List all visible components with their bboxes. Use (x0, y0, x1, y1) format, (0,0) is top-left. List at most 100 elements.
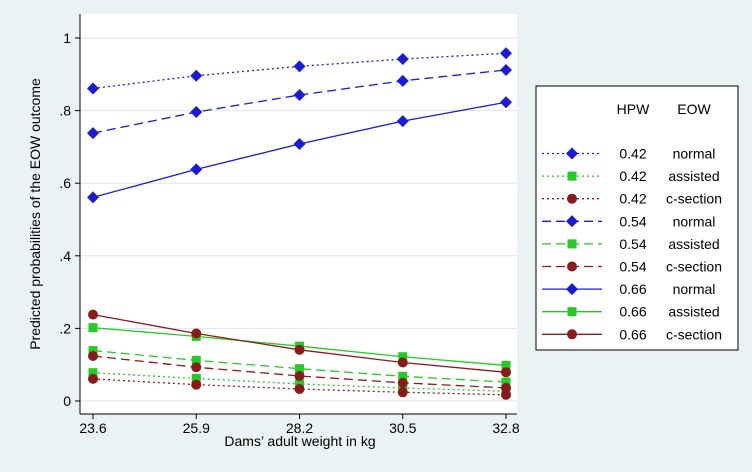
legend-marker (567, 171, 577, 181)
x-tick-label: 30.5 (389, 420, 416, 436)
y-tick-label: .8 (59, 103, 71, 119)
data-point (190, 106, 203, 119)
data-point (295, 364, 304, 374)
legend-hpw-label: 0.42 (619, 191, 646, 207)
axes (79, 14, 517, 415)
y-tick-label: .2 (59, 320, 71, 336)
legend-hpw-label: 0.66 (619, 281, 646, 297)
data-point (501, 360, 511, 370)
data-point (501, 389, 511, 400)
legend-hpw-label: 0.54 (619, 259, 646, 275)
data-point (190, 163, 203, 176)
series-0.54-normal (87, 63, 512, 140)
data-point (398, 352, 408, 362)
legend-entry: 0.66 c-section (542, 326, 722, 342)
data-point (293, 60, 306, 73)
legend-eow-label: normal (673, 281, 716, 297)
legend-entry: 0.42 c-section (542, 191, 722, 207)
legend-marker (567, 329, 577, 340)
y-tick-label: 0 (63, 393, 71, 409)
data-point (190, 69, 203, 82)
x-tick-label: 25.9 (183, 420, 210, 436)
y-tick-label: .4 (59, 248, 71, 264)
legend-eow-label: assisted (668, 236, 719, 252)
grid-lines (80, 37, 517, 402)
legend-header-eow: EOW (677, 101, 711, 117)
series-0.66-c-section (88, 309, 511, 378)
legend-eow-label: assisted (668, 304, 719, 320)
legend-hpw-label: 0.42 (619, 146, 646, 162)
legend-eow-label: normal (673, 213, 716, 229)
x-tick-label: 32.8 (492, 420, 519, 436)
series-line (92, 52, 507, 90)
legend-eow-label: assisted (668, 168, 719, 184)
legend-entry: 0.54 c-section (542, 259, 722, 275)
x-tick-label: 23.6 (79, 420, 106, 436)
data-point (294, 344, 305, 355)
data-point (191, 355, 201, 365)
data-point (88, 373, 98, 384)
series-0.54-c-section (88, 350, 511, 393)
legend-marker (566, 215, 578, 228)
data-point (396, 53, 409, 66)
data-point (295, 379, 304, 389)
data-point (88, 323, 98, 333)
data-point (397, 387, 408, 398)
legend-entry: 0.54 normal (542, 213, 715, 229)
legend-entry: 0.54 assisted (542, 236, 720, 252)
data-point (87, 191, 99, 204)
data-point (501, 377, 511, 387)
legend-marker (567, 193, 577, 204)
data-point (397, 357, 408, 368)
legend-marker (567, 239, 577, 249)
legend-hpw-label: 0.42 (619, 168, 646, 184)
data-point (88, 309, 98, 320)
legend-hpw-label: 0.66 (619, 326, 646, 342)
series-0.42-normal (87, 47, 512, 95)
legend-entry: 0.66 normal (542, 281, 715, 297)
legend-entry: 0.42 normal (542, 146, 715, 162)
legend-entries: 0.42 normal 0.42 assisted 0.42 c-section 0.54 n… (542, 146, 722, 342)
legend-hpw-label: 0.66 (619, 304, 646, 320)
data-point (191, 373, 201, 383)
legend-entry: 0.42 assisted (542, 168, 720, 184)
x-tick-label: 28.2 (286, 420, 313, 436)
data-point (396, 115, 409, 128)
data-point (501, 367, 511, 378)
data-point (191, 379, 202, 390)
series-0.66-normal (87, 96, 512, 204)
y-axis-label: Predicted probabilities of the EOW outco… (27, 78, 43, 350)
legend-entry: 0.66 assisted (542, 304, 720, 320)
legend-header-hpw: HPW (617, 101, 650, 117)
legend: HPW EOW 0.42 normal 0.42 assisted 0.42 c-sect… (535, 85, 739, 351)
data-point (294, 384, 305, 395)
tick-labels: 0 .2 .4 .6 .8 1 23.6 25.9 28.2 30.5 32.8 (59, 30, 520, 436)
x-axis-label: Dams’ adult weight in kg (224, 433, 375, 449)
legend-hpw-label: 0.54 (619, 213, 646, 229)
data-point (396, 74, 409, 87)
legend-eow-label: c-section (666, 326, 722, 342)
data-point (88, 346, 98, 356)
data-point (191, 362, 202, 373)
data-point (397, 377, 408, 388)
data-point (500, 96, 512, 109)
data-point (500, 63, 512, 76)
data-point (293, 137, 306, 150)
y-tick-label: 1 (63, 30, 71, 46)
legend-marker (567, 307, 577, 317)
data-point (88, 368, 98, 378)
data-point (501, 382, 511, 393)
legend-hpw-label: 0.54 (619, 236, 646, 252)
series-0.42-c-section (88, 373, 511, 400)
legend-marker (566, 147, 578, 160)
legend-eow-label: c-section (666, 191, 722, 207)
data-point (294, 370, 305, 381)
series-lines (87, 47, 512, 400)
legend-marker (566, 283, 578, 296)
data-point (87, 82, 99, 95)
data-point (191, 328, 202, 339)
data-point (398, 371, 408, 381)
data-point (293, 88, 306, 101)
